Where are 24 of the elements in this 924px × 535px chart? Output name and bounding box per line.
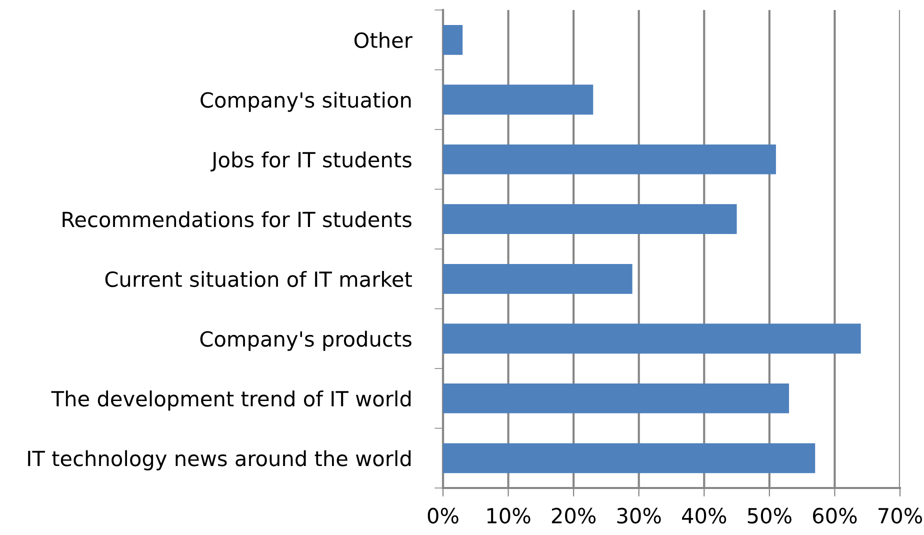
y-tick-label: Company's products	[200, 330, 412, 351]
y-tick-label: Company's situation	[200, 92, 411, 112]
x-tick-label: 60%	[813, 508, 857, 524]
bar	[443, 144, 776, 174]
bar	[443, 383, 790, 414]
x-tick-label: 30%	[617, 508, 661, 524]
bar	[443, 264, 632, 294]
bar	[443, 324, 861, 354]
x-tick-label: 50%	[748, 508, 792, 524]
y-tick-label: Other	[354, 32, 412, 48]
bar	[443, 84, 594, 115]
y-tick-label: IT technology news around the world	[28, 450, 411, 470]
y-tick-label: Current situation of IT market	[105, 270, 412, 288]
bar	[443, 443, 816, 474]
bar	[443, 204, 737, 234]
x-tick-label: 40%	[682, 508, 726, 524]
y-tick-label: Jobs for IT students	[210, 151, 412, 172]
bar	[443, 24, 463, 55]
x-tick-label: 70%	[878, 508, 922, 524]
y-tick-label: The development trend of IT world	[51, 390, 411, 411]
x-tick-label: 20%	[552, 508, 596, 524]
y-tick-label: Recommendations for IT students	[62, 211, 412, 228]
x-tick-label: 0%	[428, 508, 458, 524]
x-tick-label: 10%	[487, 508, 530, 524]
